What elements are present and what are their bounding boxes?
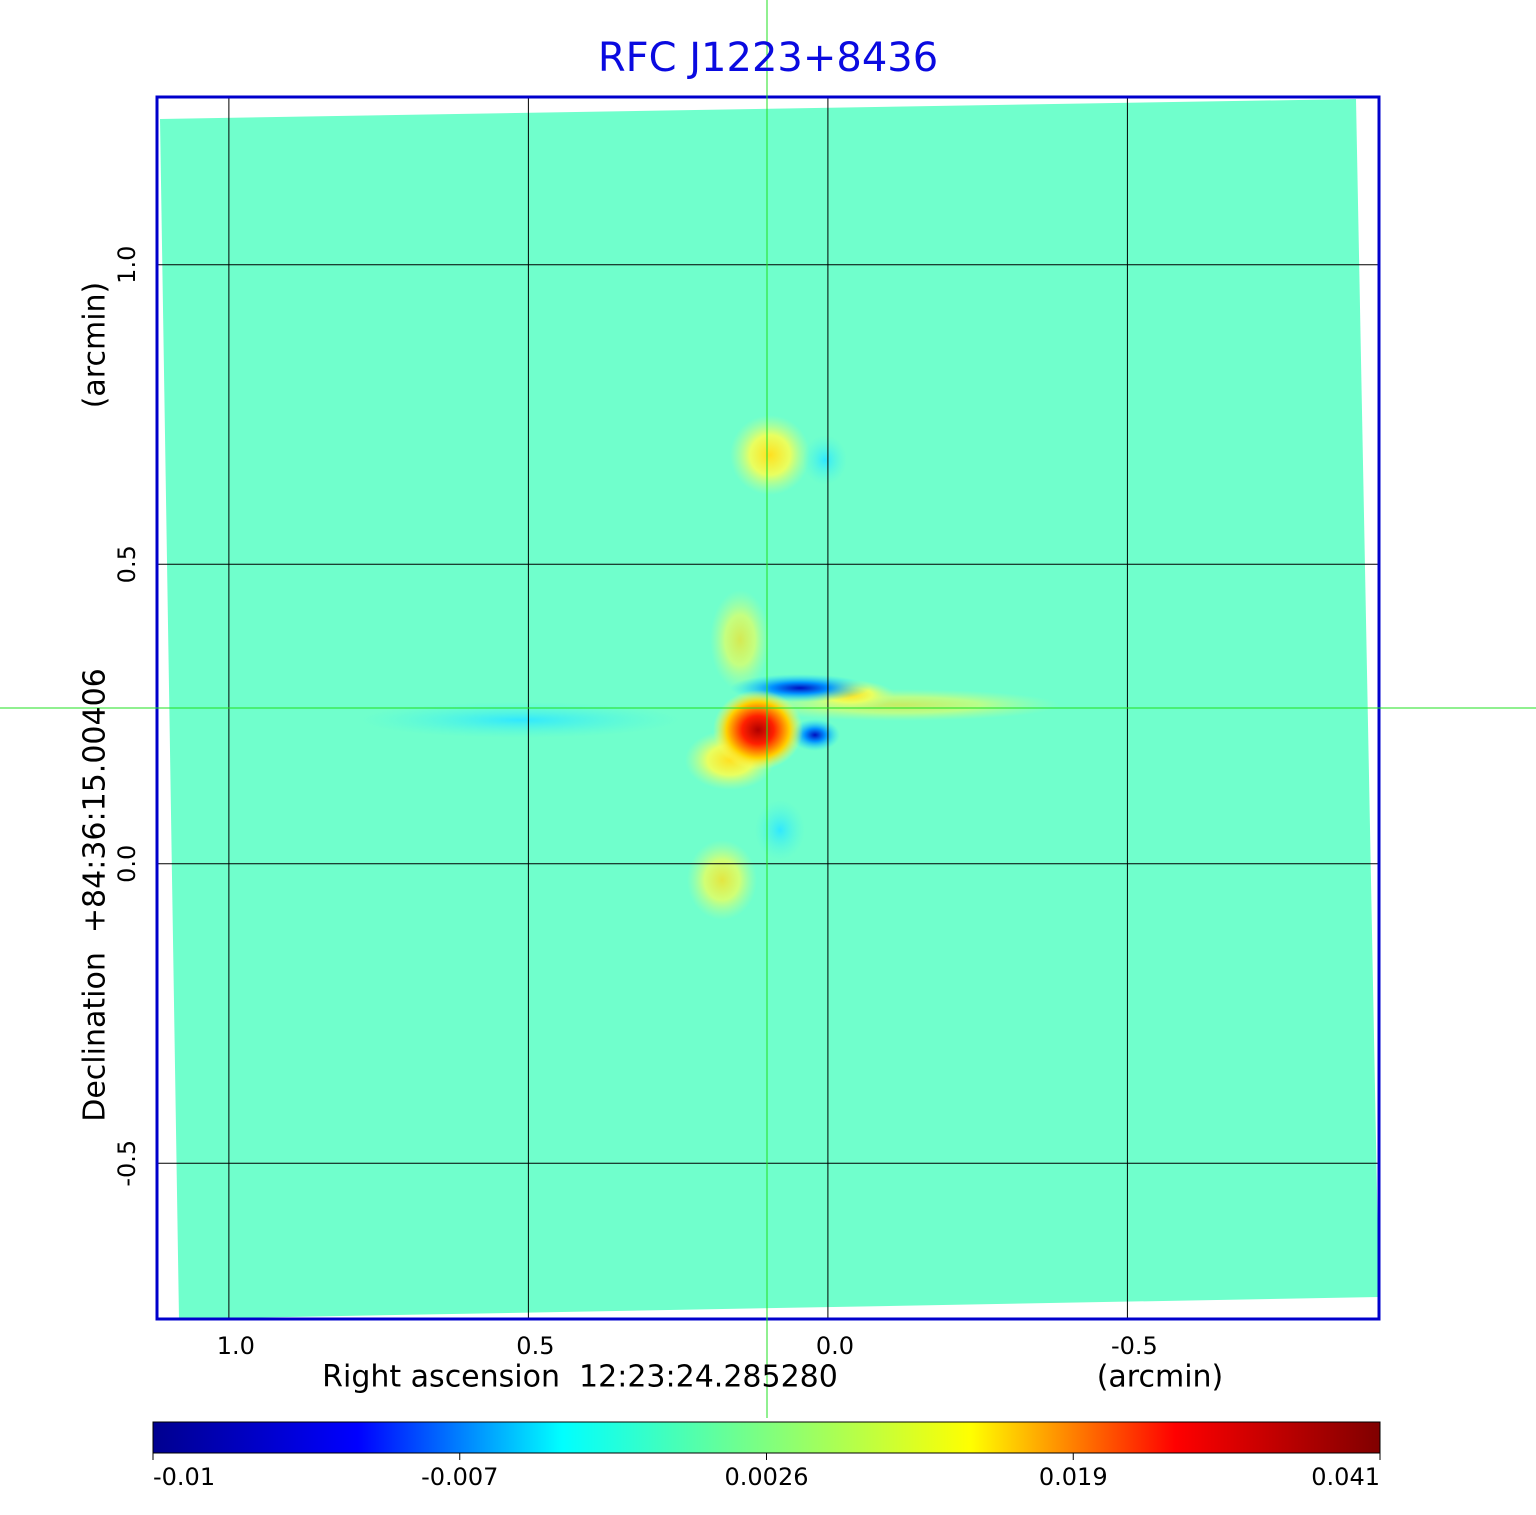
image-feature <box>803 435 847 485</box>
chart-title: RFC J1223+8436 <box>598 35 938 81</box>
x-axis-unit: (arcmin) <box>1097 1360 1224 1395</box>
x-axis-label: Right ascension 12:23:24.285280 <box>322 1360 838 1395</box>
image <box>160 99 1379 1319</box>
image-feature <box>710 590 770 690</box>
colorbar <box>152 1421 1381 1454</box>
y-tick-label: -0.5 <box>113 1140 141 1187</box>
x-tick-label: 0.0 <box>816 1332 854 1360</box>
y-axis-label: Declination +84:36:15.00406 <box>78 668 113 1122</box>
colorbar-tick-label: 0.019 <box>1039 1463 1108 1491</box>
colorbar-tick-label: 0.0026 <box>725 1463 809 1491</box>
image-feature <box>755 800 805 860</box>
colorbar-tick-label: -0.007 <box>421 1463 498 1491</box>
y-tick-label: 1.0 <box>113 246 141 284</box>
x-tick-label: 0.5 <box>516 1332 554 1360</box>
colorbar-tick-label: 0.041 <box>1311 1463 1380 1491</box>
colorbar-tick-label: -0.01 <box>153 1463 215 1491</box>
image-feature <box>687 840 757 920</box>
y-tick-label: 0.0 <box>113 845 141 883</box>
image-feature <box>730 415 810 495</box>
x-tick-label: -0.5 <box>1111 1332 1158 1360</box>
image-feature <box>360 702 680 738</box>
y-axis-unit: (arcmin) <box>78 282 113 409</box>
y-tick-label: 0.5 <box>113 545 141 583</box>
image-feature <box>713 690 803 770</box>
x-tick-label: 1.0 <box>217 1332 255 1360</box>
